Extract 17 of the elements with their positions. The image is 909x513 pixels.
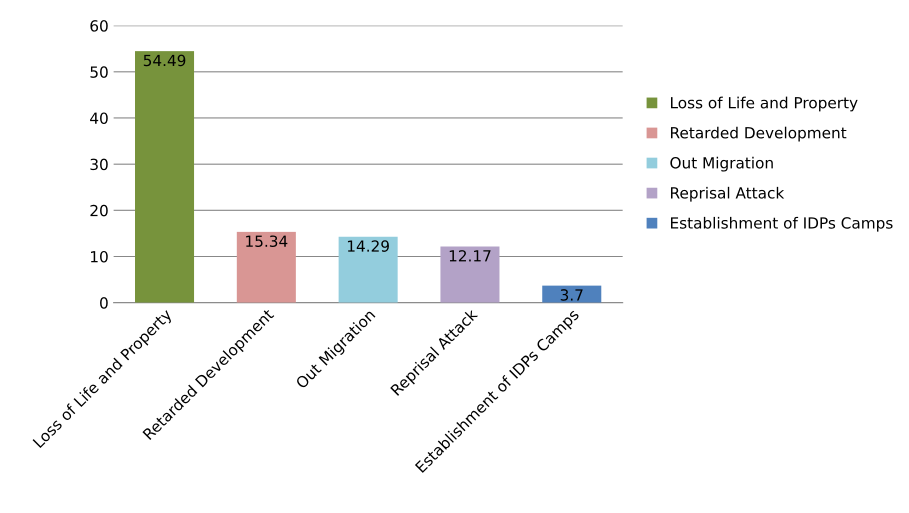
- y-tick-label: 40: [90, 112, 108, 124]
- legend-label: Reprisal Attack: [671, 186, 784, 202]
- legend-label: Out Migration: [670, 156, 773, 172]
- data-label: 14.29: [348, 240, 389, 252]
- y-tick-label: 20: [90, 204, 108, 216]
- legend-label: Establishment of IDPs Camps: [671, 216, 893, 232]
- legend-label: Retarded Development: [671, 126, 846, 142]
- data-label: 12.17: [450, 250, 491, 262]
- y-tick-label: 0: [100, 297, 108, 309]
- y-tick-label: 60: [90, 20, 108, 32]
- data-label: 54.49: [144, 54, 186, 66]
- y-tick-label: 50: [90, 66, 108, 78]
- data-label: 15.34: [246, 235, 288, 247]
- y-tick-label: 30: [90, 158, 108, 170]
- y-tick-label: 10: [91, 250, 108, 263]
- data-label: 3.7: [560, 289, 583, 301]
- legend-label: Loss of Life and Property: [671, 96, 858, 112]
